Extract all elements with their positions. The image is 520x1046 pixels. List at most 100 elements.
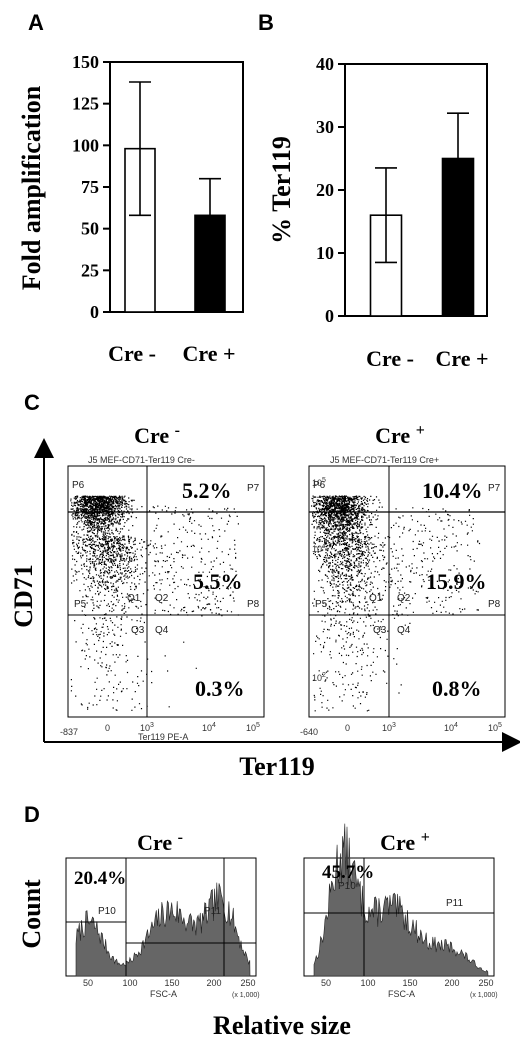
histogram-right-percent: 45.7% [322, 862, 374, 883]
svg-text:104: 104 [444, 722, 458, 733]
panel-c-x-axis-title: Ter119 [239, 752, 315, 781]
panel-letter-a: A [28, 10, 44, 35]
facs-left-gates [68, 466, 264, 717]
svg-text:0: 0 [345, 723, 350, 733]
panel-a-y-tick-label: 150 [72, 52, 99, 72]
histogram-left-gate-p10: P10 [98, 906, 116, 917]
svg-text:150: 150 [402, 978, 417, 988]
facs-left-x-ticks: 0 103 104 105 [105, 722, 260, 733]
panel-a-y-tick-label: 25 [81, 260, 99, 280]
histogram-left-area [75, 882, 251, 977]
panel-b: B 0 10 20 30 40 % Ter119 Cre - Cre + [258, 10, 489, 371]
panel-letter-d: D [24, 802, 40, 827]
panel-letter-c: C [24, 390, 40, 415]
facs-right-quadrant-top-right: 10.4% [422, 478, 483, 503]
facs-right-gate-p7: P7 [488, 483, 501, 494]
svg-text:0: 0 [105, 723, 110, 733]
panel-a-y-tick-label: 0 [90, 302, 99, 322]
facs-left-title: Cre - [134, 422, 180, 448]
histogram-left-gates [66, 858, 256, 976]
facs-left-gate-p5: P5 [74, 599, 87, 610]
panel-b-y-tick-label: 40 [316, 54, 334, 74]
panel-a-y-tick-label: 100 [72, 135, 99, 155]
histogram-left-percent: 20.4% [74, 868, 126, 889]
facs-right-x-ticks: 0 103 104 105 [345, 722, 502, 733]
facs-dot-cloud [70, 495, 239, 711]
facs-right-gate-p8: P8 [488, 599, 501, 610]
svg-text:100: 100 [122, 978, 137, 988]
facs-left-x-min: -837 [60, 727, 78, 737]
facs-right-dots [311, 495, 481, 712]
svg-text:103: 103 [140, 722, 154, 733]
facs-left-gate-p6: P6 [72, 480, 85, 491]
facs-dot-cloud [311, 495, 481, 712]
facs-right-gates [309, 466, 505, 717]
histogram-left-x-unit: (x 1,000) [232, 992, 260, 999]
panel-c-y-axis-title: CD71 [9, 564, 38, 628]
panel-a-y-axis-title: Fold amplification [17, 85, 46, 290]
svg-text:200: 200 [444, 978, 459, 988]
facs-left-header: J5 MEF-CD71-Ter119 Cre- [88, 455, 195, 465]
facs-right-gate-q4: Q4 [397, 625, 411, 636]
facs-left-dots [70, 495, 239, 711]
facs-right-gate-q1: Q1 [369, 593, 383, 604]
histogram-left-x-ticks: 50 100 150 200 250 [83, 978, 256, 988]
facs-left-gate-p8: P8 [247, 599, 260, 610]
facs-right-quadrant-middle-right: 15.9% [426, 569, 487, 594]
svg-text:100: 100 [360, 978, 375, 988]
panel-a-y-tick-label: 75 [81, 177, 99, 197]
facs-left-gate-p7: P7 [247, 483, 260, 494]
facs-right-header: J5 MEF-CD71-Ter119 Cre+ [330, 455, 439, 465]
svg-text:250: 250 [240, 978, 255, 988]
panel-a-bars [124, 81, 226, 313]
panel-a: A 0 25 50 75 100 125 150 Fold amplification Cr… [17, 10, 244, 366]
svg-text:105: 105 [312, 477, 326, 488]
facs-left-quadrant-middle-right: 5.5% [193, 569, 243, 594]
panel-a-category-2: Cre + [182, 341, 235, 366]
panel-b-y-tick-label: 20 [316, 180, 334, 200]
panel-b-y-tick-label: 0 [325, 306, 334, 326]
facs-right-gate-q2: Q2 [397, 593, 411, 604]
svg-text:105: 105 [246, 722, 260, 733]
panel-b-y-tick-label: 30 [316, 117, 334, 137]
histogram-left-title: Cre - [137, 829, 183, 855]
svg-text:50: 50 [83, 978, 93, 988]
facs-left-gate-q2: Q2 [155, 593, 169, 604]
histogram-right-x-ticks: 50 100 150 200 250 [321, 978, 494, 988]
svg-text:104: 104 [202, 722, 216, 733]
svg-text:250: 250 [478, 978, 493, 988]
histogram-right-area [313, 823, 489, 977]
facs-left-quadrant-top-right: 5.2% [182, 478, 232, 503]
facs-left-quadrant-bottom-right: 0.3% [195, 676, 245, 701]
panel-a-category-1: Cre - [108, 341, 156, 366]
facs-left-gate-q3: Q3 [131, 625, 145, 636]
histogram-left-x-axis-text: FSC-A [150, 989, 177, 999]
svg-text:200: 200 [206, 978, 221, 988]
facs-right-gate-q3: Q3 [373, 625, 387, 636]
facs-right-quadrant-bottom-right: 0.8% [432, 676, 482, 701]
panel-b-y-tick-label: 10 [316, 243, 334, 263]
svg-text:105: 105 [488, 722, 502, 733]
facs-right-gate-p5: P5 [315, 599, 328, 610]
histogram-right-gate-p11: P11 [446, 898, 463, 909]
panel-d-x-axis-title: Relative size [213, 1011, 351, 1040]
panel-b-y-axis-title: % Ter119 [267, 136, 296, 244]
histogram-right-x-axis-text: FSC-A [388, 989, 415, 999]
histogram-right-gate-p10: P10 [338, 881, 356, 892]
panel-b-category-2: Cre + [435, 346, 488, 371]
facs-right-y-ticks: 105 104 102 [312, 477, 326, 683]
panel-c: C CD71 Ter119 Cre - J5 MEF-CD71-Ter119 C… [9, 390, 520, 781]
facs-left-x-axis-text: Ter119 PE-A [138, 732, 188, 742]
panel-letter-b: B [258, 10, 274, 35]
svg-text:104: 104 [312, 543, 326, 554]
facs-left-gate-q1: Q1 [127, 593, 141, 604]
facs-left-gate-q4: Q4 [155, 625, 169, 636]
svg-text:150: 150 [164, 978, 179, 988]
panel-a-y-ticks: 0 25 50 75 100 125 150 [72, 52, 110, 322]
histogram-left-gate-p11: P11 [204, 906, 221, 917]
panel-b-bars [369, 112, 475, 317]
histogram-right-x-unit: (x 1,000) [470, 992, 498, 999]
panel-a-y-tick-label: 125 [72, 94, 99, 114]
histogram-right-title: Cre + [380, 829, 430, 855]
